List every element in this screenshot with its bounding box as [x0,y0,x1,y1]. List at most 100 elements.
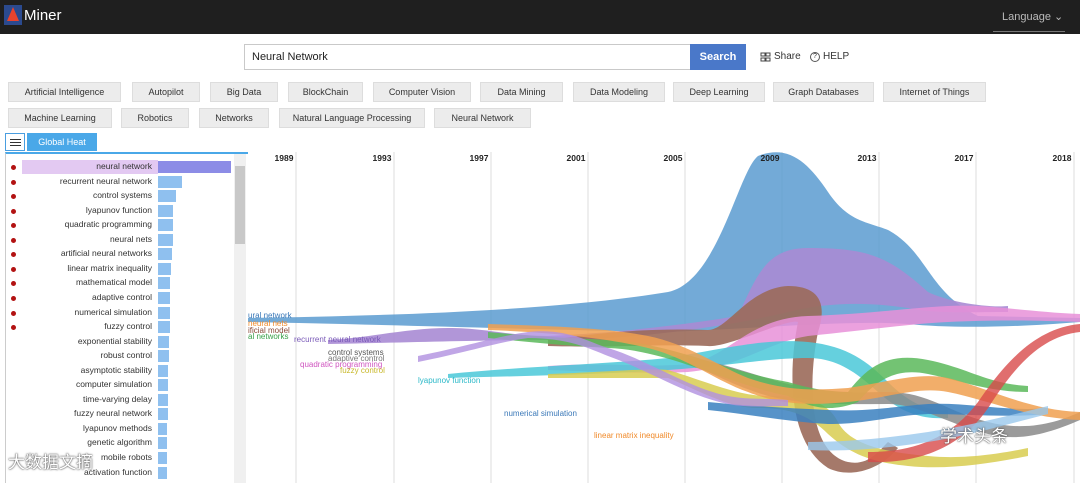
tag-internet-of-things[interactable]: Internet of Things [883,82,986,102]
tag-robotics[interactable]: Robotics [121,108,189,128]
keyword-row[interactable]: genetic algorithm [6,436,236,451]
stream-label: control systems [328,348,384,357]
stream-recurrent-neural-network[interactable] [328,248,1008,344]
keyword-row[interactable]: recurrent neural network [6,175,236,190]
list-view-icon[interactable] [5,133,25,151]
keyword-bar [158,219,174,232]
tag-computer-vision[interactable]: Computer Vision [373,82,471,102]
keyword-label: asymptotic stability [80,364,152,375]
tag-autopilot[interactable]: Autopilot [132,82,200,102]
keyword-bar [158,452,168,464]
language-dropdown[interactable]: Language ⌄ [1002,11,1064,23]
stream-label: adaptive control [328,354,385,363]
keyword-bar [158,306,170,319]
keyword-bar [158,262,172,275]
keyword-marker-icon [11,325,16,331]
keyword-list-scrollbar[interactable] [234,154,246,483]
keyword-row[interactable]: mobile robots [6,451,236,466]
stream-label: ificial model [248,326,290,335]
language-underline [993,31,1065,32]
search-input[interactable] [244,44,691,70]
tag-artificial-intelligence[interactable]: Artificial Intelligence [8,82,121,102]
logo[interactable]: Miner [4,5,62,25]
stream-numerical-simulation[interactable] [708,402,1048,424]
year-label: 2009 [761,153,780,163]
keyword-marker-icon [11,310,16,316]
search-button[interactable]: Search [690,44,746,70]
year-label: 2005 [664,153,683,163]
tag-blockchain[interactable]: BlockChain [288,82,363,102]
stream-label: al networks [248,332,288,341]
keyword-label: fuzzy control [104,321,152,332]
keyword-bar [158,291,171,304]
help-button[interactable]: ? HELP [810,51,849,62]
keyword-row[interactable]: lyapunov methods [6,422,236,437]
keyword-row[interactable]: numerical simulation [6,306,236,321]
keyword-row[interactable]: exponential stability [6,335,236,350]
keyword-bar [158,204,174,217]
keyword-row[interactable]: lyapunov function [6,204,236,219]
keyword-marker-icon [11,194,16,200]
tag-data-mining[interactable]: Data Mining [480,82,563,102]
stream-fuzzy-control[interactable] [548,369,1028,468]
keyword-bar [158,321,170,334]
keyword-row[interactable]: fuzzy neural network [6,407,236,422]
keyword-list: neural network recurrent neural network co… [5,152,248,483]
keyword-label: neural nets [109,233,152,244]
keyword-label: artificial neural networks [60,248,152,259]
keyword-row[interactable]: mathematical model [6,276,236,291]
keyword-bar [158,466,167,479]
stream-label: recurrent neural network [294,335,382,344]
keyword-row[interactable]: fuzzy control [6,320,236,335]
keyword-row[interactable]: neural nets [6,233,236,248]
logo-text: Miner [24,6,62,24]
tag-big-data[interactable]: Big Data [210,82,278,102]
tag-networks[interactable]: Networks [199,108,269,128]
keyword-label: adaptive control [91,291,152,302]
keyword-row[interactable]: computer simulation [6,378,236,393]
scrollbar-thumb[interactable] [235,166,245,244]
keyword-label: linear matrix inequality [67,262,152,273]
tag-machine-learning[interactable]: Machine Learning [8,108,112,128]
year-label: 2017 [955,153,974,163]
keyword-row[interactable]: adaptive control [6,291,236,306]
keyword-row[interactable]: artificial neural networks [6,247,236,262]
share-button[interactable]: Share [760,51,801,62]
keyword-label: genetic algorithm [87,437,152,448]
keyword-bar [158,350,169,363]
stream-label: ural network [248,311,293,320]
year-label: 2013 [858,153,877,163]
keyword-row[interactable]: activation function [6,466,236,481]
tab-global-heat[interactable]: Global Heat [27,133,97,151]
keyword-row[interactable]: control systems [6,189,236,204]
keyword-marker-icon [11,223,16,229]
stream-light-blue[interactable] [808,406,1048,451]
keyword-row[interactable]: linear matrix inequality [6,262,236,277]
year-label: 2001 [567,153,586,163]
tag-deep-learning[interactable]: Deep Learning [673,82,765,102]
keyword-row[interactable]: neural network [6,160,236,175]
stream-purple-thin[interactable] [418,331,788,407]
tag-natural-language-processing[interactable]: Natural Language Processing [279,108,425,128]
year-label: 1993 [373,153,392,163]
keyword-row[interactable]: quadratic programming [6,218,236,233]
keyword-row[interactable]: robust control [6,349,236,364]
keyword-marker-icon [11,165,16,170]
tag-graph-databases[interactable]: Graph Databases [773,82,874,102]
keyword-marker-icon [11,179,16,185]
search-bar: Search [244,44,746,70]
keyword-marker-icon [11,295,16,301]
keyword-bar [158,422,168,435]
keyword-row[interactable]: asymptotic stability [6,364,236,379]
stream-adaptive-control[interactable] [688,358,1080,438]
tag-neural-network[interactable]: Neural Network [434,108,531,128]
stream-green[interactable] [488,332,1028,409]
share-label: Share [774,51,801,62]
tag-data-modeling[interactable]: Data Modeling [573,82,665,102]
keyword-row[interactable]: time-varying delay [6,393,236,408]
keyword-label: mobile robots [100,452,152,462]
keyword-bar [158,335,169,348]
stream-label: quadratic programming [300,360,382,369]
keyword-label: control systems [92,190,152,201]
keyword-label: time-varying delay [83,393,152,404]
